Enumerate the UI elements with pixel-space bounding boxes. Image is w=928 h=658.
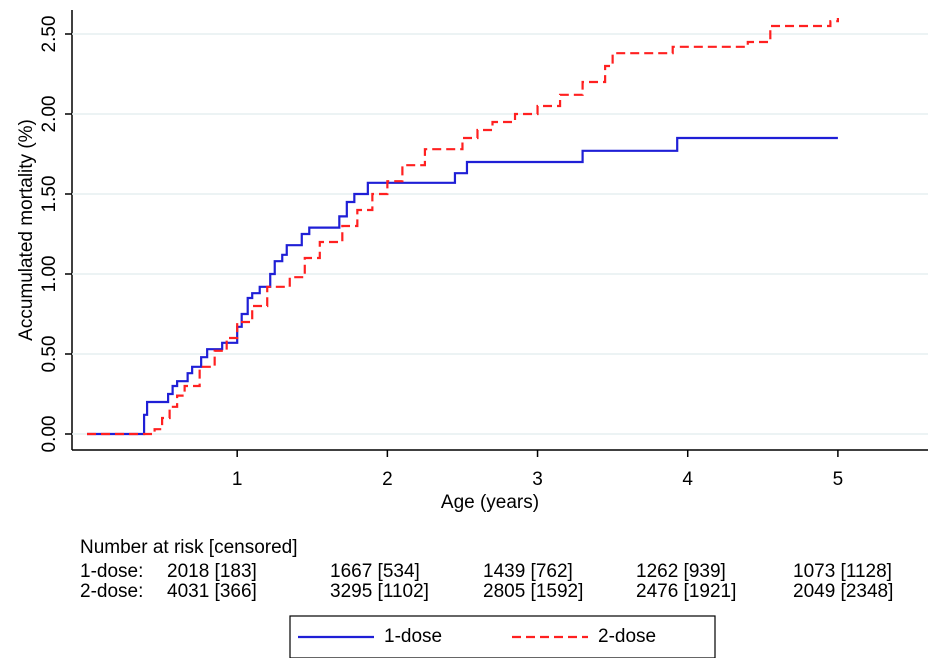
risk-cell: 3295 [1102]: [330, 581, 429, 602]
risk-cell: 1262 [939]: [636, 561, 726, 582]
x-tick-label: 1: [232, 469, 243, 490]
legend-label: 1-dose: [384, 626, 442, 647]
x-tick-label: 3: [532, 469, 543, 490]
y-tick-label: 2.50: [39, 16, 60, 53]
y-tick-label: 1.00: [39, 256, 60, 293]
risk-cell: 1073 [1128]: [793, 561, 892, 582]
x-tick-label: 4: [682, 469, 693, 490]
y-tick-label: 0.50: [39, 336, 60, 373]
risk-cell: 4031 [366]: [167, 581, 257, 602]
risk-cell: 1439 [762]: [483, 561, 573, 582]
risk-row-label: 1-dose:: [80, 561, 143, 582]
risk-row-label: 2-dose:: [80, 581, 143, 602]
risk-cell: 2049 [2348]: [793, 581, 893, 602]
risk-cell: 2476 [1921]: [636, 581, 736, 602]
km-curve: [87, 18, 839, 436]
risk-cell: 2805 [1592]: [483, 581, 583, 602]
legend-label: 2-dose: [598, 626, 656, 647]
risk-cell: 1667 [534]: [330, 561, 420, 582]
y-tick-label: 0.00: [39, 416, 60, 453]
y-tick-label: 1.50: [39, 176, 60, 213]
x-axis-label: Age (years): [441, 492, 539, 513]
km-curve: [87, 136, 838, 436]
x-tick-label: 5: [833, 469, 844, 490]
risk-cell: 2018 [183]: [167, 561, 257, 582]
y-tick-label: 2.00: [39, 96, 60, 133]
y-axis-label: Accumulated mortality (%): [16, 119, 37, 341]
risk-table-title: Number at risk [censored]: [80, 537, 298, 558]
x-tick-label: 2: [382, 469, 393, 490]
